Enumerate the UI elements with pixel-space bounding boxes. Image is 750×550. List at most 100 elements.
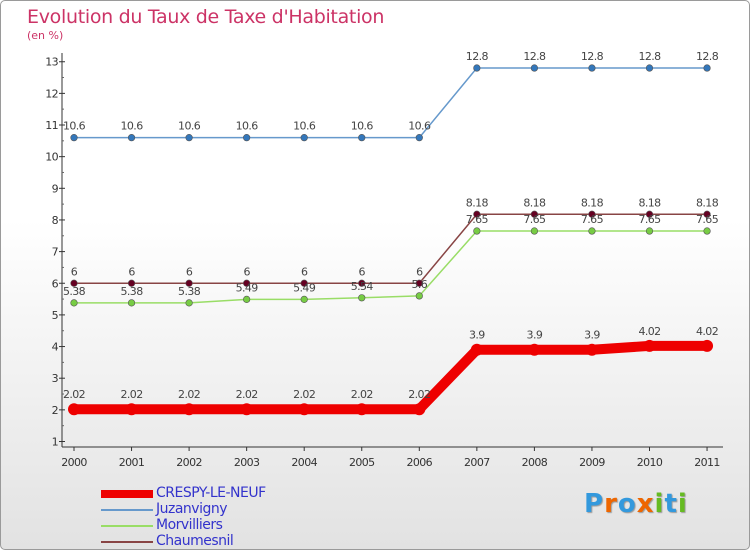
data-label: 5.38 [178, 285, 201, 298]
x-tick-label: 2005 [349, 456, 375, 469]
legend-swatch [101, 509, 153, 511]
data-label: 5.38 [63, 285, 86, 298]
data-point [415, 134, 423, 142]
data-point [415, 279, 423, 287]
data-point [645, 227, 654, 235]
series-line-juzanvigny [73, 67, 708, 139]
logo-letter: o [617, 489, 637, 519]
data-label: 3.9 [469, 329, 485, 342]
x-tick-label: 2003 [234, 456, 260, 469]
y-tick-label: 13 [45, 56, 58, 69]
data-label: 10.6 [236, 120, 259, 133]
y-tick-label: 10 [45, 151, 58, 164]
data-label: 10.6 [351, 120, 374, 133]
data-point [127, 299, 136, 307]
data-label: 6 [416, 265, 423, 278]
legend-item: Juzanvigny [101, 501, 341, 518]
data-label: 2.02 [63, 388, 85, 401]
data-label: 6 [301, 265, 308, 278]
legend-item: Chaumesnil [101, 533, 341, 549]
data-label: 5.49 [236, 281, 259, 294]
series-line-crespy-le-neuf [69, 340, 713, 415]
data-point [413, 403, 426, 416]
data-point [183, 403, 196, 416]
data-point [528, 343, 541, 356]
data-label: 8.18 [581, 196, 604, 209]
data-point [300, 279, 308, 287]
data-point [300, 295, 308, 303]
data-point [243, 279, 251, 287]
data-point [125, 403, 138, 416]
data-label: 4.02 [638, 325, 660, 338]
data-point [355, 403, 368, 416]
x-tick-label: 2004 [291, 456, 317, 469]
data-point [70, 134, 78, 142]
data-point [70, 279, 78, 287]
data-point [530, 64, 539, 72]
legend-item: CRESPY-LE-NEUF [101, 485, 341, 502]
legend-label: CRESPY-LE-NEUF [156, 485, 266, 501]
x-tick-label: 2009 [579, 456, 605, 469]
data-label: 7.65 [466, 213, 489, 226]
data-label: 6 [128, 265, 135, 278]
data-label: 2.02 [293, 388, 315, 401]
data-point [127, 134, 136, 142]
y-tick-label: 9 [52, 182, 59, 195]
y-tick-label: 8 [52, 214, 59, 227]
data-label: 12.8 [466, 50, 489, 63]
data-label: 3.9 [584, 329, 600, 342]
data-point [415, 292, 423, 300]
data-label: 2.02 [408, 388, 430, 401]
logo-letter: P [584, 489, 605, 519]
x-tick-label: 2011 [694, 456, 720, 469]
data-label: 7.65 [696, 213, 719, 226]
data-point [703, 64, 711, 72]
data-label: 10.6 [63, 120, 86, 133]
data-label: 2.02 [121, 388, 143, 401]
data-label: 5.49 [293, 281, 316, 294]
data-label: 4.02 [696, 325, 718, 338]
data-point [645, 210, 654, 218]
data-label: 12.8 [638, 50, 661, 63]
data-point [68, 403, 80, 416]
chart-title: Evolution du Taux de Taxe d'Habitation [27, 6, 385, 28]
y-tick-label: 1 [52, 436, 58, 449]
data-point [530, 227, 539, 235]
data-point [643, 339, 656, 352]
x-tick-label: 2006 [406, 456, 432, 469]
data-point [588, 210, 596, 218]
y-tick-label: 12 [45, 87, 58, 100]
series-line-morvilliers [73, 230, 708, 304]
data-point [585, 343, 598, 356]
legend-item: Morvilliers [101, 517, 341, 534]
data-point [588, 64, 596, 72]
data-point [243, 134, 251, 142]
data-label: 10.6 [293, 120, 316, 133]
data-label: 6 [71, 265, 78, 278]
legend-label: Juzanvigny [156, 501, 228, 517]
x-tick-label: 2007 [464, 456, 490, 469]
data-point [645, 64, 654, 72]
data-label: 7.65 [638, 213, 661, 226]
data-label: 12.8 [581, 50, 604, 63]
data-point [70, 299, 78, 307]
legend-label: Chaumesnil [156, 533, 234, 549]
x-tick-label: 2002 [176, 456, 202, 469]
data-point [127, 279, 136, 287]
data-label: 12.8 [696, 50, 719, 63]
data-point [358, 134, 366, 142]
data-point [530, 210, 539, 218]
data-label: 6 [186, 265, 193, 278]
logo-letter: t [664, 489, 678, 519]
data-label: 5.38 [121, 285, 144, 298]
y-tick-label: 6 [52, 277, 59, 290]
data-label: 2.02 [236, 388, 258, 401]
logo-letter: i [654, 489, 665, 519]
legend-swatch [101, 541, 153, 543]
data-label: 6 [243, 265, 250, 278]
data-label: 3.9 [527, 329, 543, 342]
data-point [240, 403, 253, 416]
data-point [703, 227, 711, 235]
data-label: 10.6 [178, 120, 201, 133]
